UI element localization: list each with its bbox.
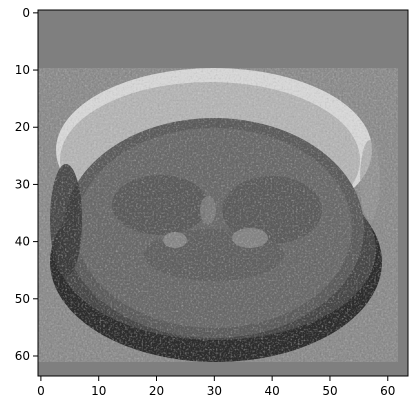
axes-frame [37, 9, 409, 377]
y-tick-label: 60 [15, 349, 30, 363]
y-tick-label: 20 [15, 120, 30, 134]
y-tick-label: 10 [15, 63, 30, 77]
y-tick-label: 40 [15, 235, 30, 249]
y-tick-label: 50 [15, 292, 30, 306]
x-tick-label: 50 [322, 384, 337, 398]
y-tick-label: 0 [22, 6, 30, 20]
x-tick-label: 60 [380, 384, 395, 398]
x-tick-label: 20 [149, 384, 164, 398]
x-tick-label: 0 [37, 384, 45, 398]
x-axis: 0 10 20 30 40 50 60 [37, 376, 395, 398]
image-panel [38, 10, 408, 376]
y-tick-label: 30 [15, 177, 30, 191]
x-tick-label: 30 [207, 384, 222, 398]
x-tick-label: 10 [91, 384, 106, 398]
y-axis: 0 10 20 30 40 50 60 [15, 6, 38, 363]
x-tick-label: 40 [265, 384, 280, 398]
